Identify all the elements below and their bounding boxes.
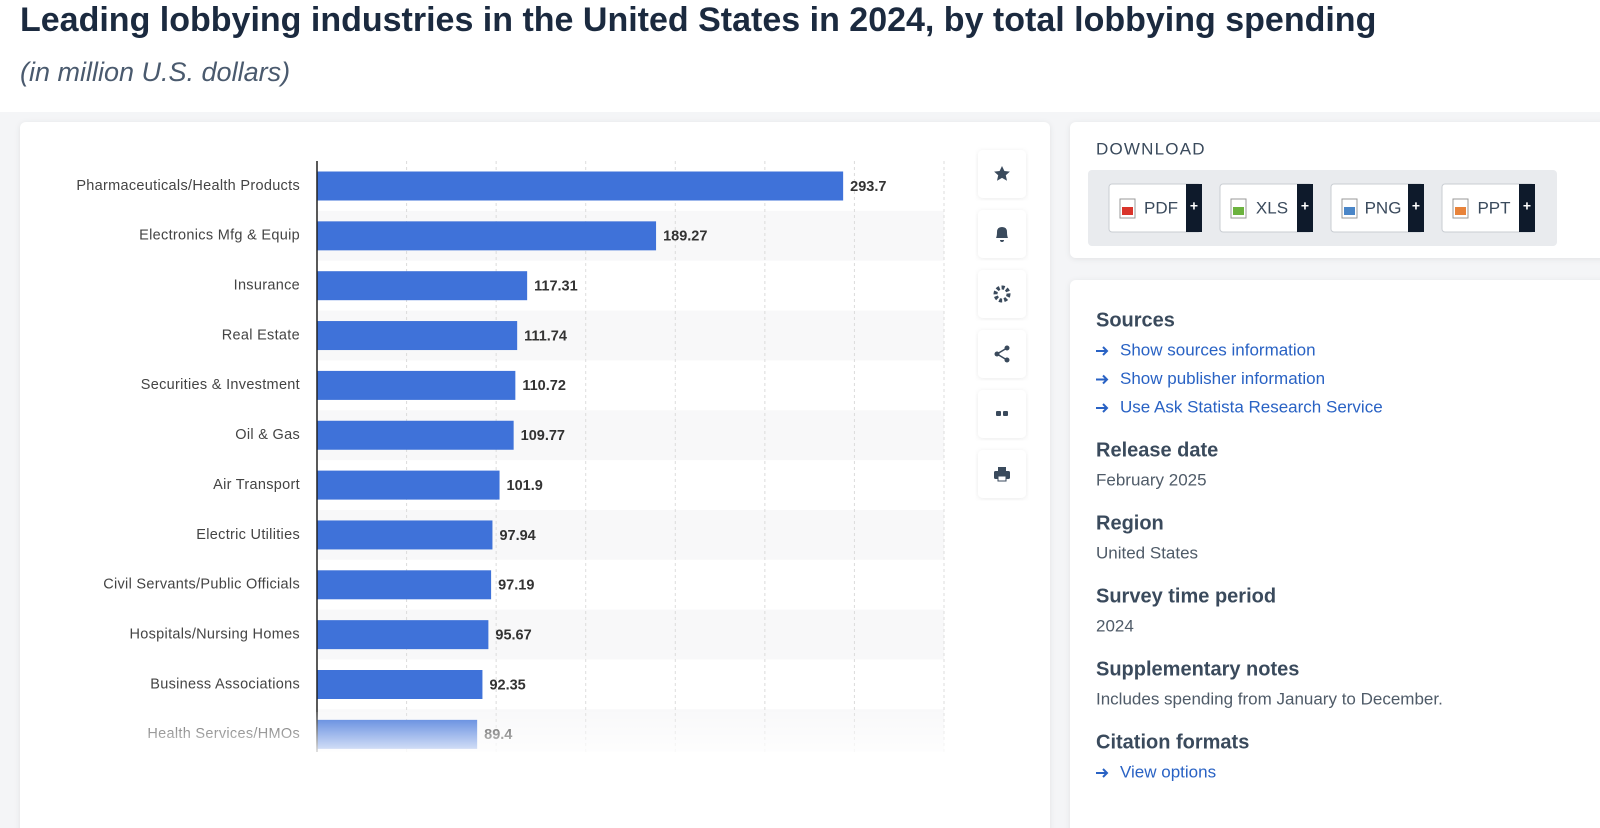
section-text: 2024: [1096, 616, 1134, 635]
page-subtitle: (in million U.S. dollars): [20, 57, 290, 87]
section-text: February 2025: [1096, 470, 1207, 489]
bar: [317, 221, 657, 251]
section-heading: Release date: [1096, 439, 1218, 461]
bar: [317, 370, 516, 400]
category-label: Air Transport: [213, 477, 300, 493]
file-icon-badge: [1344, 207, 1355, 215]
value-label: 109.77: [521, 428, 565, 444]
star-icon: [994, 166, 1010, 181]
download-box: [1088, 170, 1557, 246]
detail-link[interactable]: Show sources information: [1120, 340, 1316, 359]
section-heading: Survey time period: [1096, 585, 1276, 607]
gear-icon: [993, 285, 1011, 303]
file-icon-badge: [1122, 207, 1133, 215]
download-format: PDF: [1144, 198, 1178, 217]
value-label: 95.67: [495, 627, 531, 643]
value-label: 111.74: [524, 328, 567, 344]
bar: [317, 620, 489, 650]
quote-icon: [996, 411, 1008, 416]
section-heading: Sources: [1096, 309, 1175, 331]
value-label: 293.7: [850, 179, 886, 195]
category-label: Electronics Mfg & Equip: [139, 228, 300, 244]
category-label: Real Estate: [222, 327, 300, 343]
value-label: 97.19: [498, 578, 534, 594]
category-label: Securities & Investment: [141, 377, 300, 393]
detail-link[interactable]: Show publisher information: [1120, 369, 1325, 388]
cite-button[interactable]: [978, 390, 1026, 438]
download-title: DOWNLOAD: [1096, 139, 1206, 158]
bar: [317, 570, 492, 600]
section-heading: Region: [1096, 512, 1164, 534]
category-label: Electric Utilities: [196, 527, 300, 543]
value-label: 92.35: [489, 677, 525, 693]
print-icon: [994, 467, 1010, 482]
bar: [317, 420, 514, 450]
expand-label: +: [1190, 198, 1198, 214]
category-label: Oil & Gas: [235, 427, 300, 443]
section-heading: Supplementary notes: [1096, 658, 1299, 680]
page-title: Leading lobbying industries in the Unite…: [20, 1, 1376, 39]
expand-button[interactable]: [1408, 184, 1424, 232]
category-label: Business Associations: [150, 676, 300, 692]
bar: [317, 171, 844, 201]
expand-button[interactable]: [1186, 184, 1202, 232]
file-icon-badge: [1233, 207, 1244, 215]
expand-button[interactable]: [1519, 184, 1535, 232]
section-text: Includes spending from January to Decemb…: [1096, 689, 1443, 708]
expand-label: +: [1412, 198, 1420, 214]
bar: [317, 321, 518, 351]
expand-label: +: [1301, 198, 1309, 214]
value-label: 189.27: [663, 229, 707, 245]
fade-overlay: [20, 712, 1020, 754]
link-arrow: [1096, 403, 1109, 413]
bar: [317, 670, 483, 699]
bar: [317, 520, 493, 550]
link-arrow: [1096, 374, 1109, 385]
section-text: United States: [1096, 543, 1198, 562]
bottom-fade: [20, 752, 1020, 812]
download-format: XLS: [1256, 198, 1288, 217]
header-bg: [0, 0, 1600, 112]
category-label: Hospitals/Nursing Homes: [130, 626, 301, 642]
section-heading: Citation formats: [1096, 731, 1249, 753]
category-label: Pharmaceuticals/Health Products: [76, 178, 300, 194]
share-icon: [994, 345, 1010, 363]
value-label: 97.94: [499, 528, 535, 544]
details-card: [1070, 280, 1600, 828]
share-button[interactable]: [978, 330, 1026, 378]
link-arrow: [1096, 768, 1109, 778]
download-format: PNG: [1365, 198, 1402, 217]
value-label: 110.72: [522, 378, 566, 394]
toolbar: [978, 150, 1026, 498]
download-format: PPT: [1477, 198, 1510, 217]
file-icon-badge: [1455, 207, 1466, 215]
category-label: Insurance: [234, 278, 300, 294]
expand-label: +: [1523, 198, 1531, 214]
value-label: 101.9: [507, 478, 543, 494]
detail-link[interactable]: View options: [1120, 762, 1216, 781]
settings-button[interactable]: [978, 270, 1026, 318]
value-label: 117.31: [534, 279, 578, 295]
link-arrow: [1096, 346, 1109, 356]
detail-link[interactable]: Use Ask Statista Research Service: [1120, 397, 1383, 416]
expand-button[interactable]: [1297, 184, 1313, 232]
bar: [317, 271, 528, 301]
bell-icon: [996, 227, 1008, 242]
bar: [317, 470, 500, 500]
category-label: Civil Servants/Public Officials: [103, 577, 300, 593]
